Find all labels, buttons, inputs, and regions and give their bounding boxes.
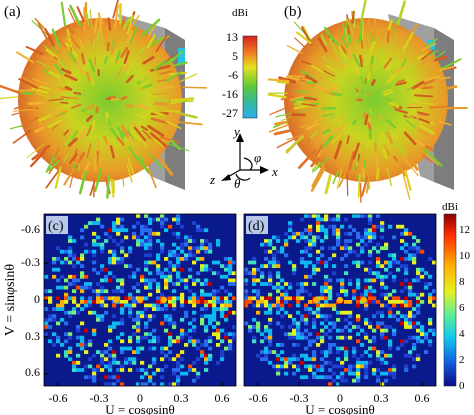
xtick-c-0: -0.6 xyxy=(49,391,68,405)
xtick-d-0: -0.6 xyxy=(249,391,268,405)
xtick-c-2: 0 xyxy=(137,391,143,405)
colorbar-top-tick-0: 13 xyxy=(226,30,238,44)
ylabel-c: V = sinφsinθ xyxy=(3,264,18,337)
panel-label-b: (b) xyxy=(284,4,302,20)
axis-icon-z: z xyxy=(209,172,215,187)
colorbar-bottom-tick-5: 2 xyxy=(459,354,465,366)
axes-icon xyxy=(221,133,269,181)
ytick-c-1: -0.3 xyxy=(21,255,40,269)
xtick-c-3: 0.3 xyxy=(174,391,189,405)
ytick-c-0: -0.6 xyxy=(21,222,40,236)
colorbar-bottom-tick-2: 8 xyxy=(459,276,465,288)
colorbar-bottom-tick-1: 10 xyxy=(459,250,471,262)
pattern-3d-b xyxy=(267,0,468,203)
colorbar-top-tick-1: 5 xyxy=(232,49,238,63)
panel-label-c: (c) xyxy=(48,219,64,234)
ytick-c-4: 0.6 xyxy=(25,365,40,379)
colorbar-bottom-tick-0: 12 xyxy=(459,224,470,236)
colorbar-top-unit: dBi xyxy=(232,7,248,19)
axis-icon-theta: θ xyxy=(234,176,241,191)
colorbar-top: dBi 13 5 -6 -16 -27 xyxy=(222,7,258,120)
colorbar-bottom-unit: dBi xyxy=(442,201,458,213)
xtick-d-2: 0 xyxy=(337,391,343,405)
xtick-d-1: -0.3 xyxy=(290,391,309,405)
heatmap-c xyxy=(43,213,237,387)
colorbar-bottom-tick-4: 4 xyxy=(459,328,465,340)
xlabel-c: U = cosφsinθ xyxy=(105,402,174,415)
colorbar-top-tick-4: -27 xyxy=(222,106,238,120)
heatmap-d xyxy=(243,213,437,387)
panel-label-d-bg xyxy=(246,216,268,234)
axis-icon-y: y xyxy=(232,124,240,139)
colorbar-top-tick-2: -6 xyxy=(228,68,238,82)
panel-label-d: (d) xyxy=(248,219,265,234)
colorbar-bottom-tick-6: 0 xyxy=(459,380,465,392)
panel-label-c-bg xyxy=(46,216,68,234)
colorbar-bottom-tick-3: 6 xyxy=(459,302,465,314)
axis-icon-phi: φ xyxy=(254,150,261,165)
panel-label-a: (a) xyxy=(4,4,21,20)
pattern-3d-a xyxy=(0,0,208,199)
axis-icon-x: x xyxy=(271,164,278,179)
colorbar-bottom: dBi 12 10 8 6 4 2 0 xyxy=(442,201,471,392)
xlabel-d: U = cosφsinθ xyxy=(305,402,374,415)
xtick-c-4: 0.6 xyxy=(215,391,230,405)
pattern-spikes-a xyxy=(0,0,208,199)
xtick-d-3: 0.3 xyxy=(374,391,389,405)
ytick-c-2: 0 xyxy=(34,292,40,306)
xtick-c-1: -0.3 xyxy=(90,391,109,405)
pattern-spikes-b xyxy=(267,0,468,203)
ytick-c-3: 0.3 xyxy=(25,329,40,343)
xtick-d-4: 0.6 xyxy=(415,391,430,405)
heatmap-d-cells xyxy=(244,214,437,387)
colorbar-top-tick-3: -16 xyxy=(222,87,238,101)
heatmap-c-cells xyxy=(44,214,237,387)
